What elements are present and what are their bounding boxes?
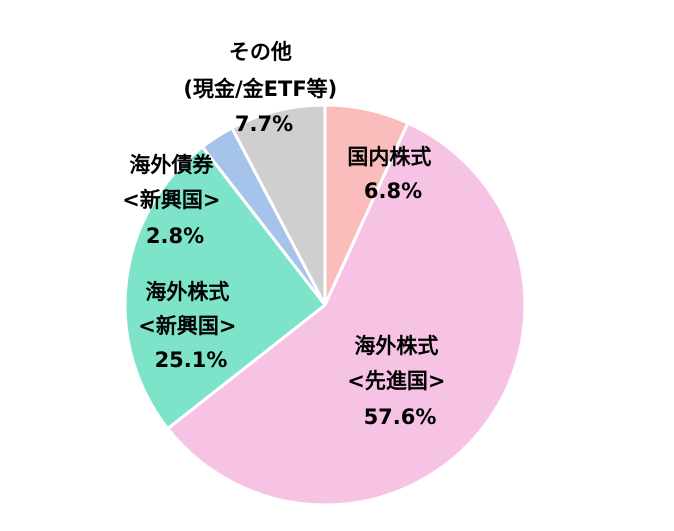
slice-label-foreign-equity-emerging: 海外株式 <新興国> 25.1%: [138, 280, 244, 372]
slice-foreign-equity-developed: [166, 121, 527, 507]
slice-label-foreign-equity-developed: 海外株式 <先進国> 57.6%: [347, 334, 453, 429]
pie-labels: 国内株式 6.8% 海外株式 <先進国> 57.6% 海外株式 <新興国> 25…: [122, 40, 453, 429]
pie-slices: [123, 103, 527, 507]
slice-other: [230, 103, 327, 307]
slice-label-domestic-equity: 国内株式 6.8%: [347, 145, 438, 203]
slice-foreign-equity-emerging: [123, 145, 327, 431]
slice-label-other: その他 (現金/金ETF等) 7.7%: [183, 40, 344, 136]
slice-label-foreign-bonds-emerging: 海外債券 <新興国> 2.8%: [122, 153, 228, 248]
